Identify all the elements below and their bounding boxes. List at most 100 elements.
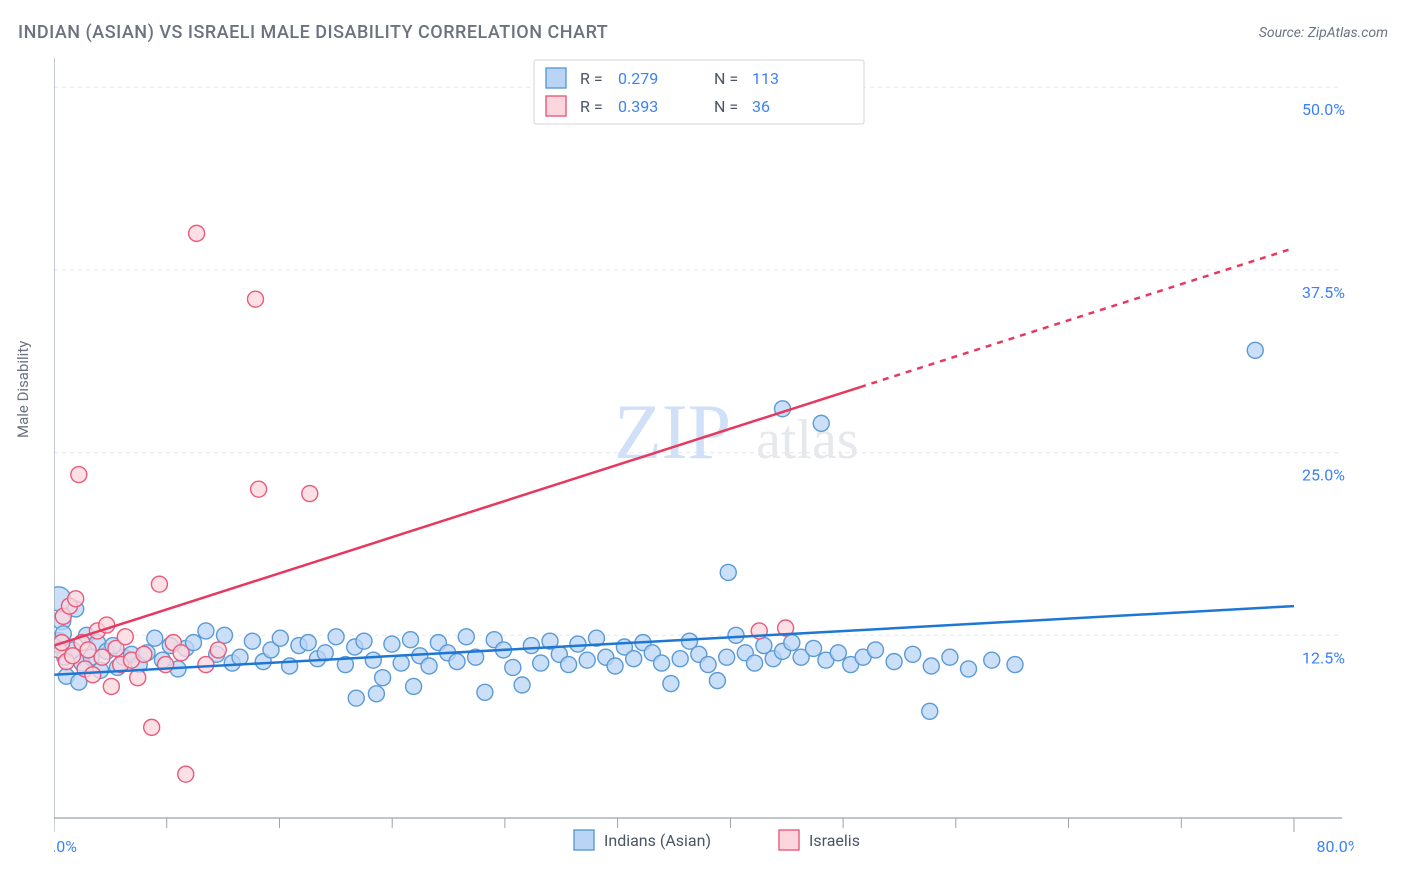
legend-n-label: N = [714, 97, 738, 116]
data-point [886, 654, 902, 670]
data-point [173, 645, 189, 661]
data-point [393, 655, 409, 671]
data-point [533, 655, 549, 671]
data-point [570, 636, 586, 652]
data-point [356, 633, 372, 649]
legend-swatch [546, 96, 566, 116]
data-point [505, 659, 521, 675]
data-point [384, 636, 400, 652]
chart-svg: 12.5% 25.0% 37.5% 50.0% ZIP atlas 0.0% 80.0% R =… [54, 58, 1354, 878]
y-tick-label: 50.0% [1302, 100, 1345, 119]
data-point [449, 654, 465, 670]
data-point [784, 635, 800, 651]
source-label: Source: ZipAtlas.com [1259, 25, 1388, 41]
legend-swatch [574, 830, 594, 850]
data-point [1007, 657, 1023, 673]
data-point [144, 719, 160, 735]
data-point [672, 651, 688, 667]
data-point [905, 646, 921, 662]
trend-line [54, 387, 860, 645]
data-point [302, 486, 318, 502]
data-point [719, 649, 735, 665]
chart-title: INDIAN (ASIAN) VS ISRAELI MALE DISABILIT… [18, 22, 608, 43]
data-point [103, 678, 119, 694]
data-point [348, 690, 364, 706]
data-point [94, 649, 110, 665]
data-point [217, 627, 233, 643]
data-point [198, 657, 214, 673]
y-tick-label: 25.0% [1302, 466, 1345, 485]
data-point [961, 661, 977, 677]
data-point [244, 633, 260, 649]
data-point [984, 652, 1000, 668]
legend-r-value: 0.279 [618, 69, 658, 88]
data-point [406, 678, 422, 694]
data-point [579, 652, 595, 668]
data-point [189, 225, 205, 241]
watermark: ZIP [614, 388, 731, 475]
data-point [300, 635, 316, 651]
data-point [151, 576, 167, 592]
legend-r-value: 0.393 [618, 97, 658, 116]
data-point [198, 623, 214, 639]
data-point [232, 649, 248, 665]
data-point [663, 676, 679, 692]
data-point [728, 627, 744, 643]
y-tick-label: 37.5% [1302, 283, 1345, 302]
title-bar: INDIAN (ASIAN) VS ISRAELI MALE DISABILIT… [18, 22, 1388, 43]
data-point [365, 652, 381, 668]
data-point [1247, 342, 1263, 358]
legend-n-value: 36 [752, 97, 770, 116]
legend-swatch [546, 68, 566, 88]
x-min-label: 0.0% [54, 837, 77, 856]
data-point [368, 686, 384, 702]
data-point [654, 655, 670, 671]
data-point [147, 630, 163, 646]
y-tick-label: 12.5% [1302, 648, 1345, 667]
data-point [403, 632, 419, 648]
data-point [375, 670, 391, 686]
legend-n-value: 113 [752, 69, 779, 88]
legend-series-label: Indians (Asian) [604, 831, 711, 850]
data-point [248, 291, 264, 307]
legend-r-label: R = [580, 97, 603, 116]
data-point [85, 667, 101, 683]
data-point [942, 649, 958, 665]
data-point [251, 481, 267, 497]
data-point [458, 629, 474, 645]
data-point [607, 658, 623, 674]
data-point [117, 629, 133, 645]
data-point [709, 673, 725, 689]
data-point [720, 564, 736, 580]
legend-swatch [779, 830, 799, 850]
data-point [421, 658, 437, 674]
data-point [922, 703, 938, 719]
data-point [868, 642, 884, 658]
trend-line-dashed [860, 248, 1294, 387]
data-point [272, 630, 288, 646]
legend-r-label: R = [580, 69, 603, 88]
legend-n-label: N = [714, 69, 738, 88]
plot-area: 12.5%25.0%37.5%50.0%ZIPatlas0.0%80.0%R =… [54, 58, 1354, 818]
data-point [806, 640, 822, 656]
y-axis-label: Male Disability [14, 341, 32, 438]
data-point [328, 629, 344, 645]
legend-series-label: Israelis [809, 831, 860, 850]
data-point [523, 638, 539, 654]
data-point [477, 684, 493, 700]
data-point [747, 655, 763, 671]
data-point [830, 645, 846, 661]
data-point [210, 642, 226, 658]
data-point [561, 657, 577, 673]
data-point [68, 591, 84, 607]
data-point [178, 766, 194, 782]
watermark: atlas [756, 409, 859, 471]
data-point [71, 467, 87, 483]
data-point [813, 415, 829, 431]
data-point [130, 670, 146, 686]
data-point [923, 658, 939, 674]
x-max-label: 80.0% [1317, 837, 1354, 856]
data-point [514, 677, 530, 693]
data-point [136, 646, 152, 662]
data-point [700, 657, 716, 673]
